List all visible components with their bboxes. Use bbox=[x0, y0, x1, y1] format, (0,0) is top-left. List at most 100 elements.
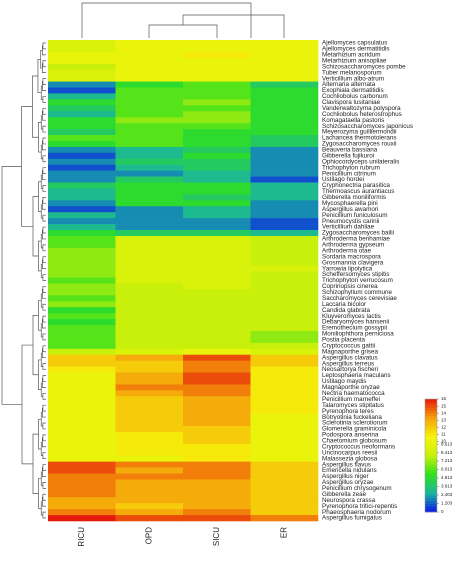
dendrogram-branch bbox=[42, 286, 46, 293]
colorbar-swatch bbox=[425, 424, 437, 428]
heatmap-cell bbox=[183, 247, 251, 255]
heatmap-cell bbox=[48, 396, 116, 403]
colorbar-swatch bbox=[425, 430, 437, 434]
heatmap-cell bbox=[115, 241, 184, 249]
row-label: Vanderwaltozyma polyspora bbox=[322, 105, 401, 112]
heatmap-cell bbox=[250, 283, 319, 290]
heatmap-cell bbox=[183, 152, 251, 160]
heatmap-cell bbox=[48, 182, 116, 189]
row-label: Pyrenophora tritici-repentis bbox=[322, 503, 397, 510]
heatmap-cell bbox=[115, 443, 184, 451]
heatmap-cell bbox=[183, 437, 251, 445]
heatmap-cell bbox=[250, 372, 319, 379]
heatmap-cell bbox=[115, 313, 184, 320]
colorbar-swatch bbox=[425, 404, 437, 408]
heatmap-cell bbox=[115, 295, 184, 302]
row-label: Phaeosphaeria nodorum bbox=[322, 509, 391, 516]
heatmap-cell bbox=[183, 57, 251, 65]
heatmap-cell bbox=[250, 277, 319, 284]
heatmap-cell bbox=[250, 467, 319, 474]
heatmap-cell bbox=[48, 40, 116, 47]
dendrogram-branch bbox=[42, 274, 46, 281]
heatmap-cell bbox=[183, 188, 251, 195]
heatmap-cell bbox=[250, 152, 319, 160]
heatmap-cell bbox=[115, 420, 184, 427]
heatmap-cell bbox=[250, 325, 319, 332]
row-label: Zygosaccharomyces rouxii bbox=[322, 141, 397, 148]
dendrogram-branch bbox=[42, 185, 46, 192]
heatmap-cell bbox=[115, 366, 184, 373]
heatmap-cell bbox=[183, 218, 251, 225]
colorbar-swatch bbox=[425, 415, 437, 420]
heatmap-cell bbox=[250, 384, 319, 391]
heatmap-cell bbox=[250, 111, 319, 118]
heatmap-cell bbox=[115, 105, 184, 112]
dendrogram-branch bbox=[38, 300, 42, 331]
heatmap-cell bbox=[48, 81, 116, 88]
colorbar-swatch bbox=[425, 435, 437, 439]
dendrogram-branch bbox=[42, 155, 46, 163]
heatmap-cell bbox=[250, 253, 319, 261]
row-label: Cochliobolus heterostrophus bbox=[322, 111, 402, 118]
heatmap-cell bbox=[115, 325, 184, 332]
row-label: Tuber melanosporum bbox=[322, 69, 382, 76]
heatmap-cell bbox=[250, 129, 319, 136]
heatmap-cell bbox=[115, 140, 184, 148]
colorbar-swatch bbox=[425, 478, 437, 482]
heatmap-cell bbox=[250, 271, 319, 278]
row-label: Coprinopsis cinerea bbox=[322, 283, 378, 290]
heatmap-cell bbox=[183, 87, 251, 94]
heatmap-cell bbox=[183, 319, 251, 326]
heatmap-cell bbox=[183, 99, 251, 106]
heatmap-cell bbox=[250, 212, 319, 219]
heatmap-cell bbox=[183, 336, 251, 344]
heatmap-cell bbox=[48, 307, 116, 314]
dendrogram-branch bbox=[42, 422, 46, 430]
dendrogram-branch bbox=[42, 363, 46, 370]
colorbar-tick-label: 4.813 bbox=[441, 475, 453, 480]
row-label: Aspergillus clavatus bbox=[322, 354, 378, 361]
heatmap-cell bbox=[250, 241, 319, 249]
heatmap-cell bbox=[48, 336, 116, 344]
heatmap-cell bbox=[115, 467, 184, 474]
heatmap-cell bbox=[48, 330, 116, 338]
heatmap-cell bbox=[250, 99, 319, 106]
heatmap-cell bbox=[250, 402, 319, 409]
heatmap-cell bbox=[183, 75, 251, 82]
heatmap-cell bbox=[48, 158, 116, 166]
heatmap-cell bbox=[115, 152, 184, 160]
heatmap-cell bbox=[250, 455, 319, 462]
row-label: Exophiala dermatitidis bbox=[322, 87, 384, 94]
row-label: Verticillium dahliae bbox=[322, 224, 375, 231]
heatmap-cell bbox=[48, 117, 116, 124]
colorbar-swatch bbox=[425, 427, 437, 431]
heatmap-cell bbox=[250, 336, 319, 344]
heatmap-cell bbox=[48, 372, 116, 379]
heatmap-cell bbox=[48, 283, 116, 290]
heatmap-cell bbox=[115, 515, 184, 522]
heatmap-cell bbox=[183, 455, 251, 462]
colorbar-tick-label: 2.403 bbox=[441, 492, 453, 497]
heatmap-cell bbox=[250, 87, 319, 94]
heatmap-cell bbox=[48, 301, 116, 308]
dendrogram-branch bbox=[38, 478, 42, 509]
heatmap-cell bbox=[250, 485, 319, 492]
heatmap-cell bbox=[115, 40, 184, 47]
heatmap-cell bbox=[183, 366, 251, 373]
heatmap-cell bbox=[115, 146, 184, 154]
dendrogram-branch bbox=[42, 434, 46, 442]
heatmap-cell bbox=[250, 63, 319, 70]
heatmap-cell bbox=[48, 491, 116, 498]
row-label: Aspergillus terreus bbox=[322, 360, 374, 367]
colorbar-swatch bbox=[425, 492, 437, 496]
heatmap-cell bbox=[183, 158, 251, 166]
heatmap-cell bbox=[183, 473, 251, 480]
row-label: Schizosaccharomyces japonicus bbox=[322, 123, 413, 130]
colorbar-tick-label: 6.013 bbox=[441, 467, 453, 472]
heatmap-cell bbox=[115, 342, 184, 350]
row-label: Scheffersomyces stipitis bbox=[322, 271, 389, 278]
heatmap-cell bbox=[48, 342, 116, 350]
heatmap-cell bbox=[183, 164, 251, 171]
dendrogram-branch bbox=[1, 166, 22, 405]
colorbar-tick-label: 15 bbox=[441, 403, 447, 408]
